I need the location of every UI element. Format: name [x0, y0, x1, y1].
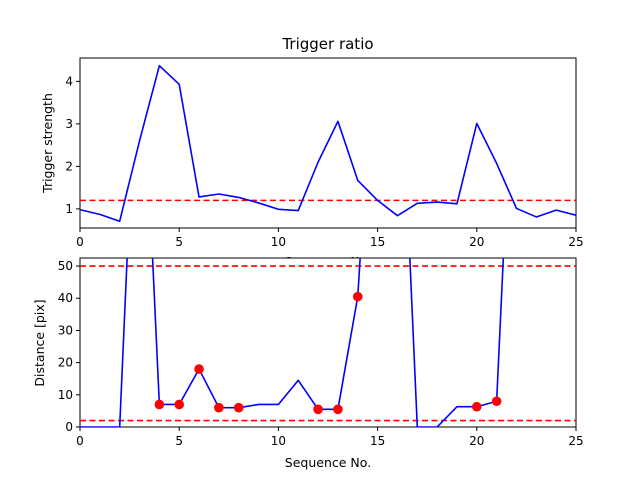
- y-tick-label: 2: [65, 159, 73, 173]
- x-tick-label: 20: [469, 434, 484, 448]
- x-axis-label: Sequence No.: [285, 455, 371, 470]
- y-tick-label: 3: [65, 117, 73, 131]
- y-tick-label: 40: [58, 291, 73, 305]
- data-point: [174, 399, 184, 410]
- x-tick-label: 5: [175, 434, 183, 448]
- x-tick-label: 0: [76, 235, 84, 249]
- data-point: [233, 402, 244, 413]
- data-point: [472, 401, 482, 412]
- y-tick-label: 1: [65, 202, 73, 216]
- y-tick-label: 4: [65, 74, 73, 88]
- data-point: [491, 396, 502, 407]
- x-tick-label: 25: [568, 235, 583, 249]
- x-tick-label: 0: [76, 434, 84, 448]
- plot-frame: [79, 57, 577, 229]
- plot-area: [80, 258, 576, 427]
- x-tick-label: 15: [370, 434, 385, 448]
- chart-title: Trigger ratio: [281, 35, 373, 53]
- data-point: [352, 291, 363, 302]
- data-point: [194, 364, 204, 374]
- data-point: [154, 399, 165, 410]
- y-tick-label: 10: [58, 388, 73, 402]
- y-tick-label: 20: [58, 356, 73, 370]
- x-tick-label: 25: [568, 434, 583, 448]
- series-line: [80, 64, 576, 222]
- distance-chart: 0 5 10 15 20 25 0 10 20 30 40 50 Sequence No. Dista…: [32, 257, 584, 470]
- x-tick-label: 10: [271, 235, 286, 249]
- x-tick-label: 20: [469, 235, 484, 249]
- axis-ticks: 0 5 10 15 20 25 0 10 20 30 40 50: [58, 259, 584, 448]
- y-tick-label: 0: [65, 420, 73, 434]
- y-axis-label: Trigger strength: [40, 93, 55, 194]
- x-tick-label: 5: [175, 235, 183, 249]
- y-tick-label: 50: [58, 259, 73, 273]
- y-axis-label: Distance [pix]: [32, 299, 47, 386]
- data-point: [313, 404, 323, 415]
- data-point: [333, 404, 343, 415]
- data-point: [214, 402, 224, 413]
- plot-area: [80, 64, 576, 222]
- y-tick-label: 30: [58, 323, 73, 337]
- axis-ticks: 0 5 10 15 20 25 1 2 3 4: [65, 74, 583, 249]
- x-tick-label: 10: [271, 434, 286, 448]
- x-tick-label: 15: [370, 235, 385, 249]
